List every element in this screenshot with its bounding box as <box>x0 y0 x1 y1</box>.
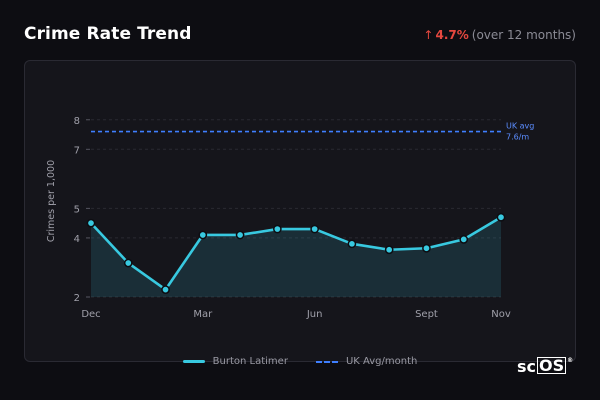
data-point <box>123 258 133 268</box>
x-tick-label: Jun <box>306 309 323 320</box>
series-area <box>91 217 501 297</box>
y-tick-label: 4 <box>74 234 80 245</box>
legend-label-reference: UK Avg/month <box>345 356 418 367</box>
data-point <box>161 285 170 294</box>
reference-label-name: UK avg <box>506 122 534 131</box>
legend-swatch-dashed <box>315 360 338 363</box>
legend-swatch-solid <box>182 360 205 363</box>
chart-legend: Burton Latimer UK Avg/month <box>0 356 600 367</box>
data-point <box>422 243 431 253</box>
logo-text-b: OS <box>537 356 567 375</box>
data-point <box>273 224 282 234</box>
data-point <box>86 218 96 228</box>
logo-mark: ® <box>567 357 574 364</box>
data-point <box>459 235 469 244</box>
y-tick-label: 5 <box>74 204 80 215</box>
data-point <box>235 230 245 240</box>
y-tick-label: 8 <box>74 116 80 127</box>
change-percent: 4.7% <box>435 28 469 42</box>
chart-card <box>24 60 576 362</box>
data-point <box>198 230 208 240</box>
x-tick-label: Nov <box>491 309 511 320</box>
y-tick-label: 7 <box>74 145 80 156</box>
legend-label-series: Burton Latimer <box>212 356 288 367</box>
data-point <box>310 224 319 234</box>
y-axis-title: Crimes per 1,000 <box>46 160 57 242</box>
series-line <box>90 216 502 291</box>
data-point <box>384 245 394 255</box>
logo-text-a: sc <box>517 357 537 376</box>
data-point <box>347 239 357 249</box>
change-note: (over 12 months) <box>471 28 576 42</box>
reference-label-value: 7.6/m <box>506 133 529 142</box>
brand-logo: sc OS ® <box>517 357 573 376</box>
change-indicator: ↑ 4.7% (over 12 months) <box>423 28 576 42</box>
legend-item-reference[interactable]: UK Avg/month <box>315 356 418 367</box>
legend-item-series[interactable]: Burton Latimer <box>182 356 288 367</box>
data-point <box>496 212 506 222</box>
x-tick-label: Sept <box>415 309 438 320</box>
page-title: Crime Rate Trend <box>24 24 192 44</box>
up-arrow-icon: ↑ <box>423 28 434 42</box>
x-tick-label: Dec <box>81 309 100 320</box>
x-tick-label: Mar <box>193 309 213 320</box>
y-tick-label: 2 <box>74 293 80 304</box>
